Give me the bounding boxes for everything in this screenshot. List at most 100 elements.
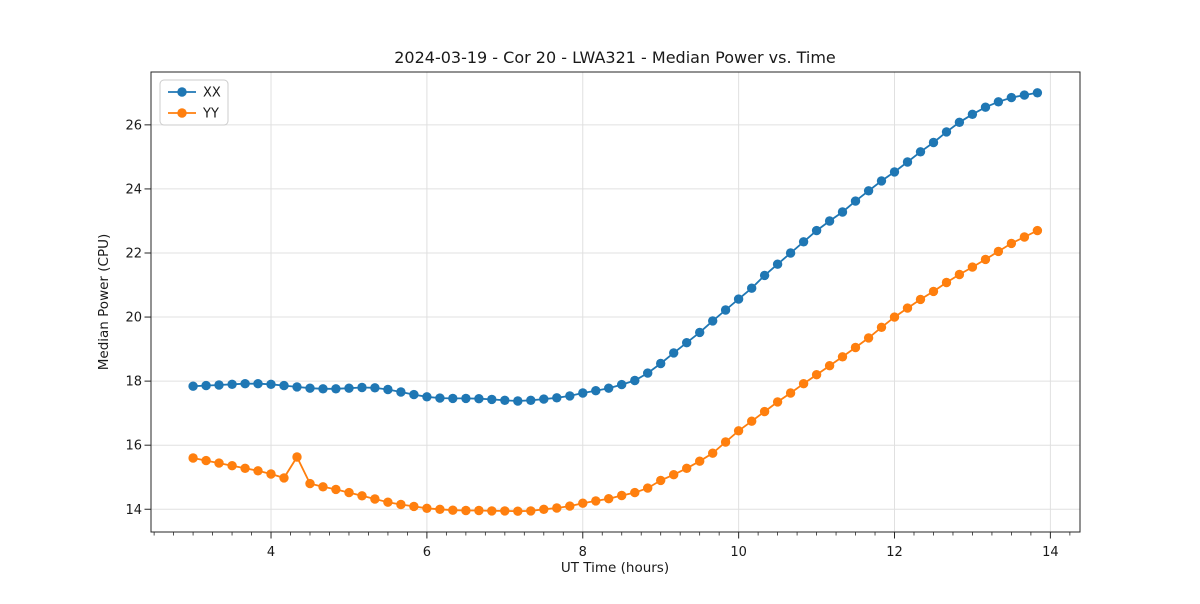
- data-point-XX: [669, 348, 679, 358]
- data-point-YY: [487, 506, 497, 516]
- data-point-XX: [915, 147, 926, 157]
- data-point-YY: [604, 494, 614, 504]
- data-point-YY: [695, 456, 705, 466]
- chart-title: 2024-03-19 - Cor 20 - LWA321 - Median Po…: [394, 48, 836, 67]
- data-point-XX: [656, 358, 666, 369]
- data-point-YY: [811, 370, 822, 380]
- y-axis-label: Median Power (CPU): [96, 234, 112, 370]
- series-line-YY: [192, 229, 1038, 513]
- data-point-YY: [448, 505, 458, 515]
- legend-marker-YY: [177, 108, 187, 118]
- data-point-XX: [305, 383, 315, 393]
- data-point-XX: [318, 384, 328, 394]
- data-point-XX: [902, 157, 913, 167]
- data-point-XX: [928, 137, 939, 148]
- data-point-XX: [837, 207, 848, 217]
- data-point-XX: [448, 393, 458, 404]
- data-point-XX: [759, 270, 770, 281]
- data-point-YY: [344, 487, 354, 498]
- y-tick-label: 24: [125, 182, 142, 197]
- data-point-YY: [747, 416, 757, 426]
- data-point-XX: [474, 394, 484, 404]
- data-point-XX: [747, 283, 757, 293]
- data-point-XX: [578, 388, 588, 398]
- data-point-XX: [980, 102, 991, 112]
- data-point-XX: [733, 294, 744, 304]
- data-series: [188, 88, 1043, 516]
- data-point-YY: [785, 388, 796, 398]
- data-point-XX: [240, 379, 250, 389]
- data-point-XX: [214, 380, 224, 390]
- data-point-YY: [214, 458, 224, 468]
- data-point-XX: [253, 379, 263, 389]
- data-point-XX: [967, 109, 978, 120]
- data-point-YY: [954, 269, 965, 280]
- y-tick-label: 16: [125, 439, 142, 454]
- data-point-YY: [669, 470, 679, 480]
- x-axis-label: UT Time (hours): [561, 560, 669, 576]
- x-tick-label: 4: [267, 545, 275, 560]
- data-point-YY: [733, 426, 744, 436]
- series-line-XX: [193, 91, 1038, 402]
- data-point-YY: [837, 352, 848, 362]
- legend-label-XX: XX: [203, 86, 221, 101]
- data-point-YY: [565, 501, 575, 511]
- data-point-YY: [591, 496, 601, 506]
- data-point-YY: [383, 497, 393, 507]
- data-point-XX: [824, 216, 835, 226]
- data-point-YY: [500, 506, 510, 516]
- data-point-XX: [331, 384, 341, 394]
- data-point-YY: [253, 466, 263, 476]
- data-point-YY: [720, 437, 731, 447]
- data-point-YY: [993, 246, 1004, 257]
- data-point-XX: [720, 305, 731, 315]
- data-point-XX: [954, 117, 965, 128]
- data-point-XX: [889, 167, 900, 177]
- legend-label-YY: YY: [202, 107, 219, 122]
- data-point-XX: [876, 176, 887, 186]
- data-point-XX: [785, 248, 796, 258]
- data-point-YY: [941, 277, 952, 288]
- data-point-YY: [759, 406, 770, 417]
- data-point-XX: [227, 379, 237, 389]
- data-point-YY: [1019, 232, 1030, 242]
- data-point-YY: [292, 452, 302, 462]
- data-point-XX: [344, 383, 354, 393]
- data-point-YY: [305, 478, 315, 489]
- data-point-YY: [578, 498, 588, 508]
- data-point-XX: [292, 382, 302, 392]
- data-point-XX: [513, 396, 523, 406]
- data-point-YY: [617, 490, 627, 501]
- data-point-YY: [513, 506, 523, 516]
- axis-ticks: 4 6 8 10 12 14 14 16 18 20 22 24 26: [125, 118, 1071, 560]
- data-point-XX: [357, 382, 367, 393]
- data-point-YY: [357, 491, 367, 501]
- data-point-YY: [201, 455, 211, 466]
- data-point-XX: [798, 237, 809, 247]
- data-point-XX: [591, 386, 601, 396]
- data-point-YY: [474, 505, 484, 516]
- data-point-YY: [980, 254, 991, 265]
- x-tick-label: 10: [730, 545, 747, 560]
- y-tick-label: 20: [125, 311, 142, 326]
- data-point-YY: [656, 475, 666, 486]
- plot-border: [150, 71, 1081, 533]
- data-point-YY: [1032, 225, 1043, 236]
- data-point-XX: [1032, 88, 1043, 98]
- y-tick-label: 26: [125, 118, 142, 133]
- data-point-YY: [396, 499, 406, 510]
- data-point-YY: [409, 501, 419, 512]
- data-point-XX: [383, 384, 393, 395]
- legend: XX YY: [159, 79, 229, 126]
- data-point-YY: [708, 448, 718, 458]
- x-tick-label: 14: [1042, 545, 1059, 560]
- data-point-YY: [331, 484, 341, 495]
- data-point-XX: [1006, 92, 1017, 103]
- x-tick-label: 12: [886, 545, 903, 560]
- data-point-YY: [967, 262, 978, 272]
- data-point-XX: [993, 97, 1004, 107]
- data-point-XX: [370, 383, 380, 393]
- data-point-YY: [552, 503, 562, 513]
